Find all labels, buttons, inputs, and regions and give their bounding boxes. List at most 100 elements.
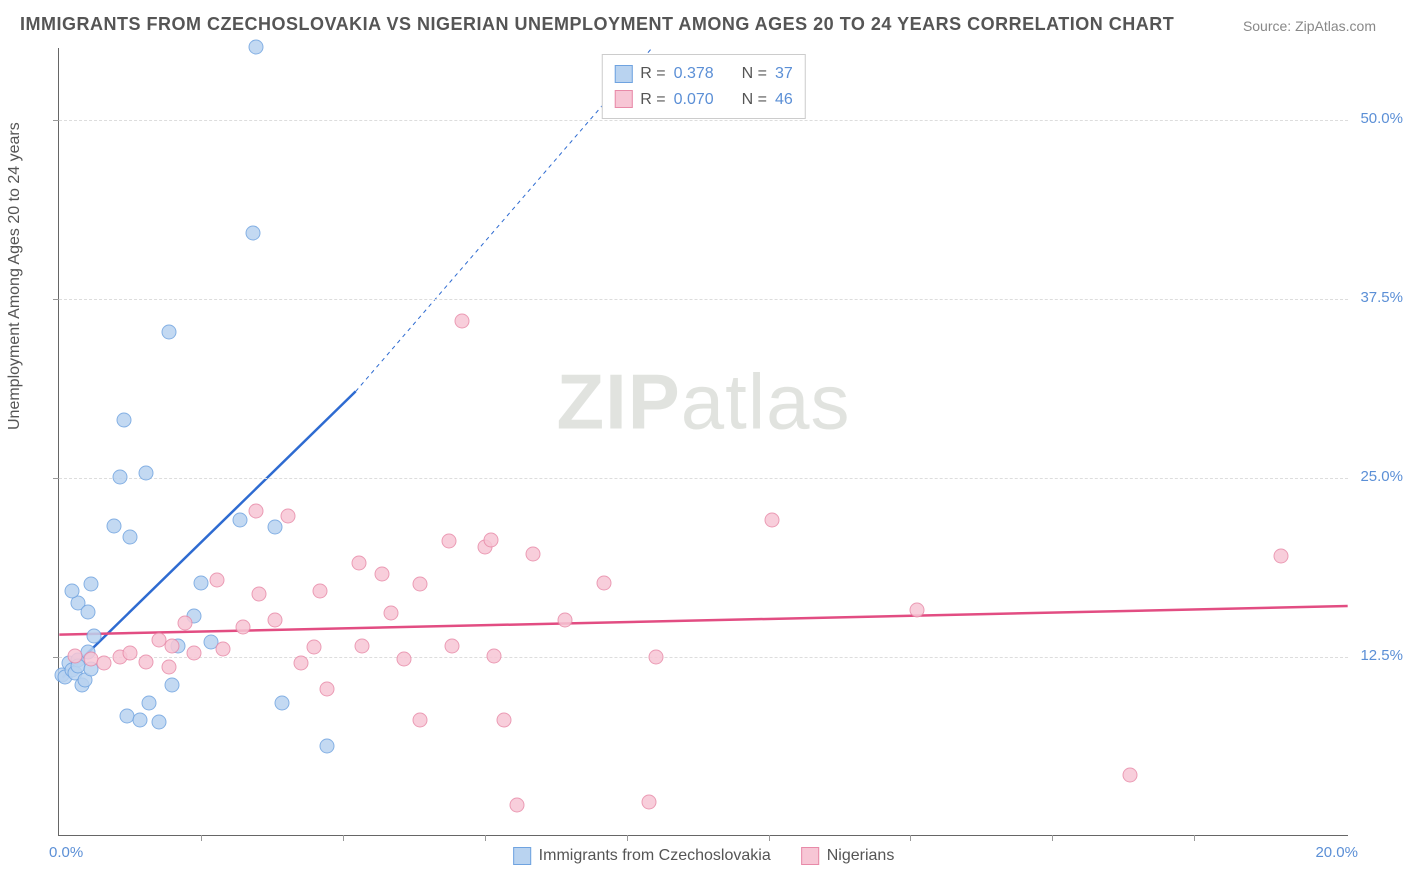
data-point [216,641,231,656]
data-point [313,584,328,599]
r-value: 0.378 [674,61,734,87]
legend-swatch [614,65,632,83]
grid-line [59,657,1348,658]
data-point [455,313,470,328]
data-point [122,646,137,661]
x-tick-mark [627,835,628,841]
data-point [177,615,192,630]
y-tick-mark [53,120,59,121]
x-tick-mark [201,835,202,841]
legend-row: R = 0.070 N = 46 [614,87,792,113]
data-point [68,648,83,663]
data-point [319,681,334,696]
data-point [232,512,247,527]
y-tick-mark [53,299,59,300]
n-value: 37 [775,61,793,87]
n-value: 46 [775,87,793,113]
plot-area: ZIPatlas R =0.378N =37R =0.070N =46 0.0%… [58,48,1348,836]
data-point [84,577,99,592]
data-point [484,532,499,547]
data-point [497,713,512,728]
data-point [374,567,389,582]
data-point [87,628,102,643]
correlation-legend: R = 0.378 N = 37 R = 0.070 N = 46 [601,54,805,119]
grid-line [59,478,1348,479]
y-tick-label: 50.0% [1360,110,1403,127]
n-label: N = [742,61,767,87]
y-tick-label: 12.5% [1360,647,1403,664]
data-point [122,530,137,545]
data-point [161,325,176,340]
y-tick-label: 37.5% [1360,289,1403,306]
data-point [413,577,428,592]
r-label: R = [640,61,665,87]
y-tick-label: 25.0% [1360,468,1403,485]
data-point [268,613,283,628]
x-axis-min: 0.0% [49,844,83,861]
data-point [648,650,663,665]
data-point [187,646,202,661]
data-point [139,465,154,480]
x-tick-mark [1194,835,1195,841]
data-point [909,603,924,618]
grid-line [59,120,1348,121]
legend-row: R = 0.378 N = 37 [614,61,792,87]
data-point [526,547,541,562]
data-point [442,534,457,549]
x-tick-mark [343,835,344,841]
x-tick-mark [1052,835,1053,841]
source-label: Source: ZipAtlas.com [1243,18,1376,34]
data-point [280,508,295,523]
trend-lines [59,48,1348,835]
series-legend: Immigrants from Czechoslovakia Nigerians [513,847,895,865]
chart-title: IMMIGRANTS FROM CZECHOSLOVAKIA VS NIGERI… [20,14,1174,35]
data-point [106,518,121,533]
data-point [274,696,289,711]
series-label: Nigerians [827,847,895,865]
data-point [113,469,128,484]
data-point [351,555,366,570]
y-axis-label: Unemployment Among Ages 20 to 24 years [6,122,24,430]
data-point [164,677,179,692]
y-tick-mark [53,657,59,658]
n-label: N = [742,87,767,113]
data-point [487,648,502,663]
x-tick-mark [910,835,911,841]
data-point [81,604,96,619]
data-point [139,654,154,669]
x-tick-mark [485,835,486,841]
data-point [235,620,250,635]
data-point [642,795,657,810]
data-point [151,714,166,729]
series-legend-item: Nigerians [801,847,895,865]
legend-swatch [513,847,531,865]
data-point [597,575,612,590]
data-point [161,660,176,675]
r-label: R = [640,87,665,113]
y-tick-mark [53,478,59,479]
data-point [248,504,263,519]
data-point [142,696,157,711]
data-point [355,638,370,653]
watermark: ZIPatlas [556,357,850,448]
data-point [116,412,131,427]
data-point [64,584,79,599]
legend-swatch [614,90,632,108]
data-point [509,797,524,812]
data-point [764,512,779,527]
grid-line [59,299,1348,300]
legend-swatch [801,847,819,865]
data-point [1274,548,1289,563]
data-point [319,739,334,754]
data-point [210,572,225,587]
series-label: Immigrants from Czechoslovakia [539,847,771,865]
data-point [268,519,283,534]
data-point [251,587,266,602]
x-tick-mark [769,835,770,841]
data-point [248,40,263,55]
data-point [397,651,412,666]
r-value: 0.070 [674,87,734,113]
data-point [1122,767,1137,782]
data-point [413,713,428,728]
data-point [164,638,179,653]
